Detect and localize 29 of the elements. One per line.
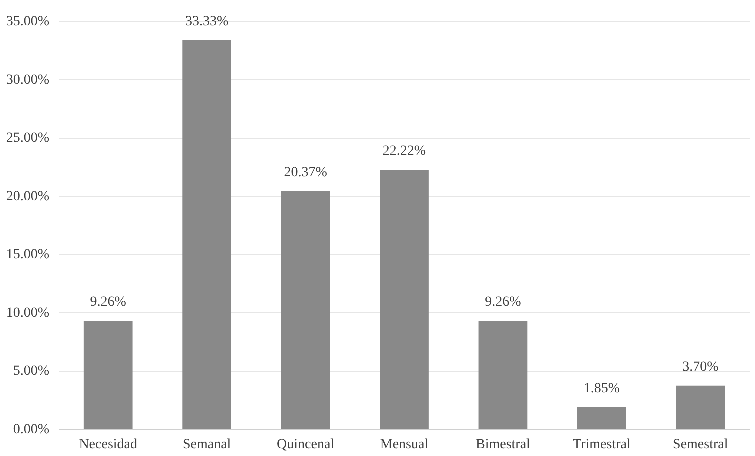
data-label: 3.70% xyxy=(682,360,720,375)
x-tick-label: Quincenal xyxy=(277,438,335,452)
y-tick-label: 0.00% xyxy=(13,422,50,438)
bar xyxy=(676,386,726,429)
y-tick-label: 35.00% xyxy=(6,14,50,30)
bar xyxy=(380,170,429,429)
x-tick-label: Necesidad xyxy=(79,438,138,452)
bar xyxy=(84,321,133,429)
data-label: 1.85% xyxy=(584,381,620,396)
y-tick-label: 15.00% xyxy=(6,248,50,263)
bar xyxy=(281,192,330,429)
bar xyxy=(182,40,232,429)
data-label: 9.26% xyxy=(485,295,522,310)
bar xyxy=(577,407,626,429)
bar xyxy=(478,321,528,429)
x-tick-label: Trimestral xyxy=(573,438,631,452)
data-label: 20.37% xyxy=(284,166,328,181)
y-tick-label: 25.00% xyxy=(6,131,50,146)
y-tick-label: 20.00% xyxy=(6,189,50,204)
y-tick-label: 10.00% xyxy=(6,306,50,321)
y-tick-label: 30.00% xyxy=(6,72,50,88)
y-tick-label: 5.00% xyxy=(13,364,50,380)
data-label: 33.33% xyxy=(185,14,229,30)
x-tick-label: Bimestral xyxy=(476,438,531,452)
x-tick-label: Mensual xyxy=(380,438,429,452)
data-label: 9.26% xyxy=(90,295,127,310)
x-tick-label: Semanal xyxy=(182,438,232,452)
data-label: 22.22% xyxy=(382,144,426,159)
x-tick-label: Semestral xyxy=(673,438,728,452)
